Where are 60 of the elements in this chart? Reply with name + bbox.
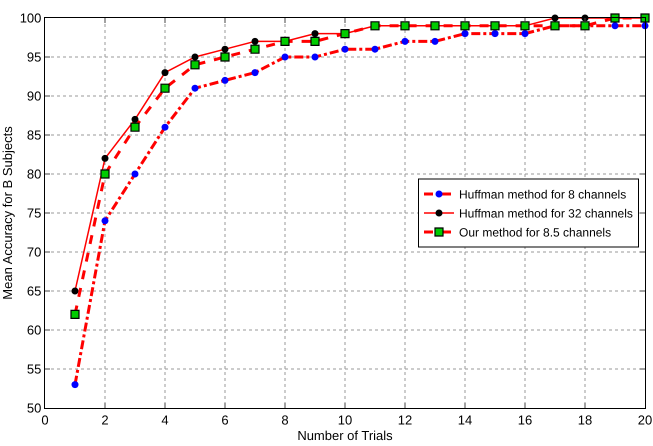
x-tick-label: 10 — [338, 412, 352, 428]
point — [102, 217, 108, 224]
point — [312, 30, 318, 38]
point — [132, 170, 138, 178]
point — [130, 122, 140, 132]
x-tick-label: 18 — [578, 412, 592, 428]
point — [222, 46, 228, 53]
point — [612, 22, 618, 30]
y-tick-label: 95 — [26, 50, 42, 65]
point — [462, 30, 468, 38]
point — [102, 154, 108, 162]
point — [192, 84, 198, 92]
point — [282, 54, 288, 60]
point — [342, 46, 348, 53]
point — [310, 36, 320, 46]
point — [160, 84, 170, 93]
x-axis-title: Number of Trials — [297, 428, 394, 444]
point — [522, 30, 528, 38]
x-tick-label: 16 — [518, 412, 532, 428]
point — [222, 76, 228, 84]
point — [72, 381, 78, 388]
y-tick-label: 80 — [26, 166, 42, 182]
point — [70, 310, 80, 319]
x-tick-label: 12 — [398, 412, 412, 428]
point — [100, 169, 110, 179]
legend-label: Huffman method for 8 channels — [459, 188, 626, 202]
x-tick-label: 4 — [161, 412, 169, 428]
point — [132, 116, 138, 123]
y-tick-label: 60 — [26, 322, 42, 338]
y-tick-label: 85 — [26, 128, 42, 143]
point — [250, 44, 260, 54]
x-tick-label: 20 — [638, 412, 652, 428]
point — [72, 288, 78, 294]
x-tick-label: 14 — [458, 412, 472, 428]
y-tick-label: 90 — [26, 88, 42, 104]
x-tick-label: 0 — [41, 412, 49, 428]
point — [252, 69, 258, 76]
point — [252, 38, 258, 45]
y-tick-label: 55 — [26, 362, 42, 377]
x-tick-label: 8 — [281, 412, 289, 428]
x-tick-label: 6 — [221, 412, 229, 428]
point — [192, 54, 198, 60]
point — [312, 54, 318, 60]
point — [372, 46, 378, 53]
legend-label: Huffman method for 32 channels — [459, 206, 633, 221]
x-tick-label: 2 — [101, 412, 109, 428]
y-tick-label: 50 — [26, 400, 42, 416]
y-axis-title: Mean Accuracy for B Subjects — [0, 126, 15, 300]
point — [190, 60, 200, 70]
y-tick-label: 70 — [26, 244, 42, 260]
point — [432, 38, 438, 45]
point — [162, 69, 168, 76]
y-tick-label: 75 — [26, 206, 42, 221]
point — [492, 30, 498, 38]
point — [402, 38, 408, 45]
point — [162, 124, 168, 131]
legend-label: Our method for 8.5 channels — [459, 226, 612, 240]
y-tick-label: 65 — [26, 284, 42, 299]
y-tick-label: 100 — [20, 10, 42, 26]
point — [220, 52, 230, 62]
